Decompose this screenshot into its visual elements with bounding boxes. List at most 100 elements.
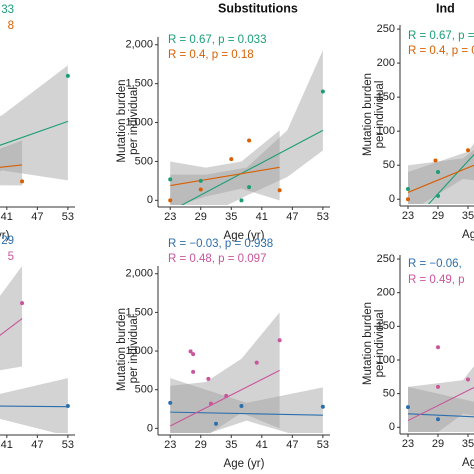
confidence-band <box>408 366 474 432</box>
plot-area <box>169 312 323 433</box>
x-tick-label: 23 <box>164 439 176 451</box>
point <box>239 198 244 203</box>
panel: 23 29 35 41 47 53 0 500 1,000 1,500 2,000 Age (yr) M… <box>116 238 330 470</box>
panel: 23 29 35 41 47 53 0 500 1,000 1,500 2,000 Age (yr) M… <box>116 1 330 242</box>
fit-line <box>407 164 474 193</box>
x-axis-label: Age (yr) <box>0 230 10 242</box>
x-tick-label: 47 <box>31 439 43 451</box>
x-tick-label: 29 <box>432 438 444 450</box>
x-tick-label: 35 <box>225 439 237 451</box>
annotation: R = 0.49, p <box>408 274 465 286</box>
y-tick-label: 100 <box>377 125 395 137</box>
confidence-band <box>408 386 474 432</box>
point <box>198 187 203 192</box>
point <box>466 148 470 153</box>
fit-line <box>0 318 23 337</box>
annotation: 29 <box>1 235 14 247</box>
point <box>466 377 470 382</box>
point <box>65 403 70 408</box>
fit-line <box>0 164 23 168</box>
point <box>198 178 203 183</box>
y-tick-label: 0 <box>147 194 153 206</box>
point <box>277 338 282 343</box>
y-tick-label: 500 <box>135 384 153 396</box>
point <box>191 369 196 374</box>
panel: 23 29 35 0 50 100 150 200 250 Age (yr) Mutation bu… <box>362 253 474 469</box>
y-tick-label: 150 <box>377 320 395 332</box>
x-tick-label: 47 <box>286 211 298 223</box>
confidence-band <box>408 149 474 204</box>
annotation: 8 <box>8 20 14 32</box>
x-tick-label: 35 <box>225 211 237 223</box>
confidence-band <box>408 143 474 204</box>
y-tick-label: 1,500 <box>125 78 153 90</box>
point <box>65 73 70 78</box>
y-tick-label: 200 <box>377 287 395 299</box>
y-tick-label: 50 <box>383 159 395 171</box>
point <box>436 417 440 422</box>
x-axis-label: Age (yr) <box>462 457 474 469</box>
x-tick-label: 41 <box>256 211 268 223</box>
fit-line <box>427 153 474 204</box>
point <box>406 197 410 202</box>
fit-line <box>0 120 69 146</box>
x-tick-label: 29 <box>432 210 444 222</box>
y-tick-label: 250 <box>377 253 395 265</box>
annotation: R = 0.67, p = 0 <box>408 30 474 42</box>
plot-area <box>170 50 324 205</box>
y-axis-label: per individual <box>374 81 386 149</box>
confidence-band <box>0 140 23 186</box>
point <box>168 198 173 203</box>
point <box>188 349 193 354</box>
point <box>20 179 25 184</box>
point <box>254 360 259 365</box>
point <box>20 301 25 306</box>
point <box>224 393 229 398</box>
point <box>433 158 438 163</box>
point <box>168 177 173 182</box>
y-tick-label: 1,000 <box>125 116 153 128</box>
x-tick-label: 23 <box>402 210 414 222</box>
y-axis-label: per individual <box>374 310 386 378</box>
annotation: R = −0.03, p = 0.938 <box>168 238 273 250</box>
point <box>247 138 252 143</box>
y-axis-label: Mutation burden <box>116 308 128 391</box>
fit-line <box>407 386 474 422</box>
point <box>168 400 173 405</box>
panel: 41 47 53 29 5 <box>0 235 75 451</box>
point <box>436 345 440 350</box>
annotation: R = 0.4, p = 0.1 <box>408 45 474 57</box>
plot-area <box>407 366 474 432</box>
point <box>208 401 213 406</box>
x-tick-label: 47 <box>286 439 298 451</box>
y-tick-label: 0 <box>147 422 153 434</box>
confidence-band <box>0 65 68 181</box>
x-tick-label: 29 <box>195 211 207 223</box>
x-tick-label: 53 <box>317 211 329 223</box>
x-tick-label: 53 <box>62 439 74 451</box>
y-tick-label: 150 <box>377 91 395 103</box>
point <box>406 187 410 192</box>
annotation: 5 <box>8 251 14 263</box>
point <box>206 376 211 381</box>
confidence-band <box>170 378 323 433</box>
y-axis-label: Mutation burden <box>116 79 128 162</box>
annotation: R = 0.4, p = 0.18 <box>168 49 254 61</box>
x-tick-label: 23 <box>402 438 414 450</box>
point <box>436 170 440 175</box>
y-axis-label: Mutation burden <box>362 73 374 156</box>
point <box>214 421 219 426</box>
y-tick-label: 500 <box>135 155 153 167</box>
x-tick-label: 35 <box>462 438 474 450</box>
x-tick-label: 23 <box>164 211 176 223</box>
annotation: 33 <box>1 4 14 16</box>
x-tick-label: 47 <box>31 211 43 223</box>
confidence-band <box>0 378 68 433</box>
y-tick-label: 1,000 <box>125 345 153 357</box>
point <box>320 404 325 409</box>
x-axis-label: Age (yr) <box>224 458 265 470</box>
fit-line <box>180 129 324 205</box>
y-tick-label: 100 <box>377 354 395 366</box>
y-tick-label: 1,500 <box>125 306 153 318</box>
